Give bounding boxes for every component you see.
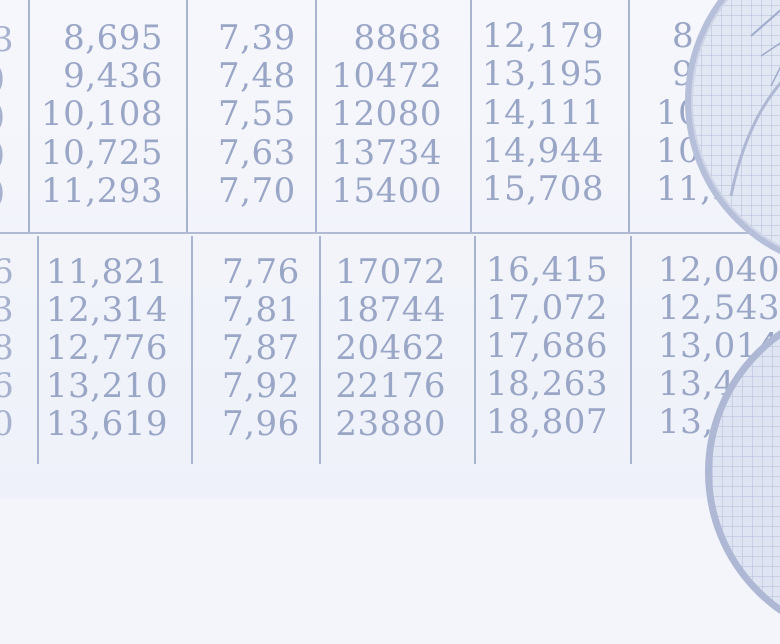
table-cell: 15,708	[482, 169, 604, 209]
table-cell: 7,92	[222, 366, 300, 406]
table-cell: 6	[0, 366, 15, 406]
table-cell: 10472	[331, 56, 442, 96]
table-cell: 13734	[331, 133, 442, 173]
column-rule	[628, 0, 630, 232]
table-cell: 7,39	[218, 18, 296, 58]
column-rule	[470, 0, 472, 232]
table-cell: 8,695	[63, 18, 163, 58]
table-cell: 13,195	[482, 54, 604, 94]
row-group-rule	[0, 232, 780, 234]
table-cell: 0	[0, 404, 15, 444]
table-cell: 17072	[335, 252, 446, 292]
table-cell: 7,48	[218, 56, 296, 96]
table-cell: 23880	[335, 404, 446, 444]
table-cell: 7,96	[222, 404, 300, 444]
table-cell: 12,776	[46, 328, 168, 368]
column-rule	[37, 236, 39, 464]
table-cell: 7,70	[218, 171, 296, 211]
table-cell: 22176	[335, 366, 446, 406]
table-cell: 7,55	[218, 94, 296, 134]
table-cell: 7,63	[218, 133, 296, 173]
table-cell: 17,072	[486, 288, 608, 328]
column-rule	[474, 236, 476, 464]
table-cell: 18744	[335, 290, 446, 330]
table-cell: 10,108	[41, 94, 163, 134]
column-rule	[191, 236, 193, 464]
table-cell: 8868	[353, 18, 442, 58]
table-cell: )	[0, 96, 6, 136]
graph-paper-disc-icon	[685, 0, 780, 272]
table-cell: 13,619	[46, 404, 168, 444]
column-rule	[315, 0, 317, 232]
table-cell: 3	[0, 290, 15, 330]
table-cell: 12,314	[46, 290, 168, 330]
table-cell: 8	[672, 16, 695, 56]
table-cell: 18,807	[486, 402, 608, 442]
table-cell: 15400	[331, 171, 442, 211]
table-cell: 3	[0, 20, 15, 60]
table-cell: 12080	[331, 94, 442, 134]
table-cell: 8	[0, 328, 15, 368]
table-cell: 12,040	[658, 250, 780, 290]
table-cell: 7,76	[222, 252, 300, 292]
table-cell: 20462	[335, 328, 446, 368]
table-cell: )	[0, 172, 6, 212]
table-cell: 7,87	[222, 328, 300, 368]
table-cell: 11,293	[41, 171, 163, 211]
table-cell: 7,81	[222, 290, 300, 330]
table-cell: )	[0, 58, 6, 98]
column-rule	[186, 0, 188, 232]
table-cell: 11,821	[46, 252, 168, 292]
table-cell: 13,210	[46, 366, 168, 406]
table-cell: 12,179	[482, 16, 604, 56]
table-cell: 6	[0, 252, 15, 292]
table-cell: 17,686	[486, 326, 608, 366]
column-rule	[630, 236, 632, 464]
table-cell: 14,944	[482, 131, 604, 171]
column-rule	[319, 236, 321, 464]
table-cell: 18,263	[486, 364, 608, 404]
column-rule	[28, 0, 30, 232]
table-cell: )	[0, 134, 6, 174]
disc-diagram-lines	[729, 9, 780, 197]
table-cell: 10,725	[41, 133, 163, 173]
table-cell: 16,415	[486, 250, 608, 290]
table-cell: 12,543	[658, 288, 780, 328]
table-cell: 9,436	[63, 56, 163, 96]
table-cell: 14,111	[482, 93, 604, 133]
